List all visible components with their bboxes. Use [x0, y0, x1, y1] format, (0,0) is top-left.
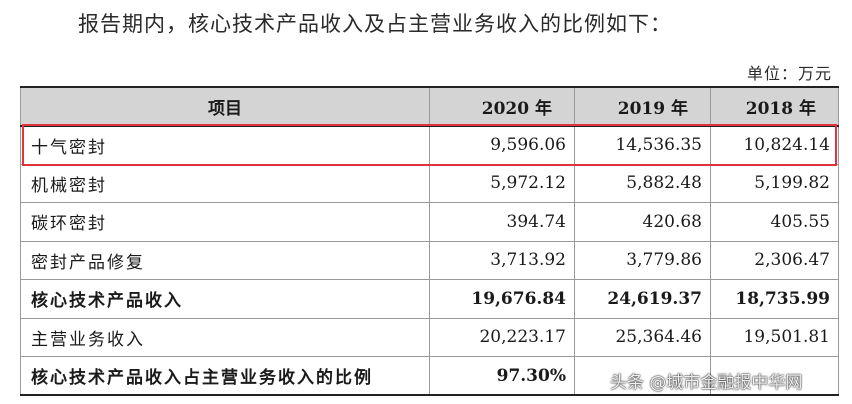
- cell-2019: 3,779.86: [574, 240, 711, 280]
- header-item: 项目: [20, 86, 430, 127]
- table-row: 碳环密封 394.74 420.68 405.55: [20, 202, 839, 242]
- cell-2018: 19,501.81: [710, 317, 839, 357]
- table-header-row: 项目 2020 年 2019 年 2018 年: [20, 86, 839, 127]
- cell-2019: 25,364.46: [574, 317, 711, 357]
- table-row: 机械密封 5,972.12 5,882.48 5,199.82: [20, 163, 839, 203]
- cell-2020: 3,713.92: [429, 240, 575, 280]
- cell-2019: 5,882.48: [574, 163, 711, 203]
- cell-2020: 97.30%: [429, 356, 575, 396]
- row-label: 机械密封: [20, 163, 430, 203]
- table-row: 核心技术产品收入 19,676.84 24,619.37 18,735.99: [20, 279, 839, 319]
- cell-2018: 405.55: [710, 202, 839, 242]
- cell-2018: 10,824.14: [710, 125, 839, 165]
- table-row: 十气密封 9,596.06 14,536.35 10,824.14: [20, 125, 839, 165]
- row-label: 密封产品修复: [20, 240, 430, 280]
- cell-2020: 394.74: [429, 202, 575, 242]
- header-2018: 2018 年: [710, 86, 839, 127]
- row-label: 核心技术产品收入占主营业务收入的比例: [20, 356, 430, 396]
- cell-2020: 5,972.12: [429, 163, 575, 203]
- cell-2020: 9,596.06: [429, 125, 575, 165]
- table-row: 主营业务收入 20,223.17 25,364.46 19,501.81: [20, 317, 839, 357]
- cell-2019: 420.68: [574, 202, 711, 242]
- cell-2020: 20,223.17: [429, 317, 575, 357]
- header-2020: 2020 年: [429, 86, 575, 127]
- intro-text: 报告期内，核心技术产品收入及占主营业务收入的比例如下：: [78, 12, 672, 36]
- row-label: 碳环密封: [20, 202, 430, 242]
- cell-2019: 14,536.35: [574, 125, 711, 165]
- table-row: 核心技术产品收入占主营业务收入的比例 97.30%: [20, 356, 839, 396]
- watermark-text: 头条 @城市金融报中华网: [610, 373, 803, 393]
- cell-2019: 24,619.37: [574, 279, 711, 319]
- unit-label: 单位：万元: [746, 64, 832, 83]
- row-label: 主营业务收入: [20, 317, 430, 357]
- revenue-table: 项目 2020 年 2019 年 2018 年 十气密封 9,596.06 14…: [20, 86, 839, 396]
- cell-2018: 2,306.47: [710, 240, 839, 280]
- row-label: 十气密封: [20, 125, 430, 165]
- row-label: 核心技术产品收入: [20, 279, 430, 319]
- table-row: 密封产品修复 3,713.92 3,779.86 2,306.47: [20, 240, 839, 280]
- header-2019: 2019 年: [574, 86, 711, 127]
- cell-2020: 19,676.84: [429, 279, 575, 319]
- cell-2018: 18,735.99: [710, 279, 839, 319]
- cell-2018: 5,199.82: [710, 163, 839, 203]
- cell-2018: [710, 356, 839, 396]
